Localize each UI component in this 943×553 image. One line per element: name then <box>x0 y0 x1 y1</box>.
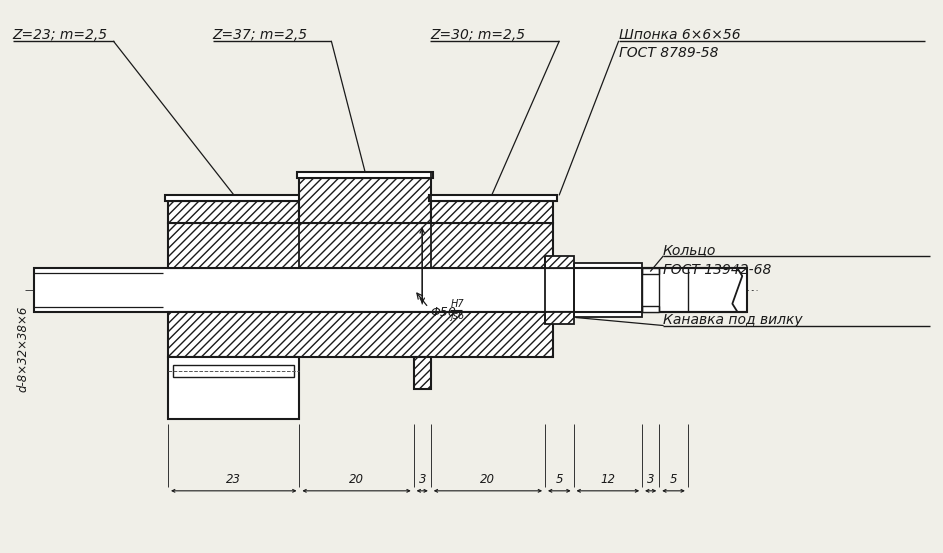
Bar <box>173 365 294 377</box>
Text: 12: 12 <box>601 473 616 486</box>
Text: Z=30; m=2,5: Z=30; m=2,5 <box>430 28 525 43</box>
Polygon shape <box>168 312 553 357</box>
Polygon shape <box>414 357 431 389</box>
Text: Кольцо: Кольцо <box>663 243 717 257</box>
Polygon shape <box>429 195 557 201</box>
Polygon shape <box>545 312 573 324</box>
Bar <box>642 268 659 274</box>
Text: Z=23; m=2,5: Z=23; m=2,5 <box>12 28 108 43</box>
Polygon shape <box>297 172 433 178</box>
Text: ГОСТ 8789-58: ГОСТ 8789-58 <box>619 46 718 60</box>
Text: 3: 3 <box>419 473 426 486</box>
Text: 5: 5 <box>555 473 563 486</box>
Polygon shape <box>431 201 553 222</box>
Text: 20: 20 <box>349 473 364 486</box>
Polygon shape <box>168 222 553 268</box>
Polygon shape <box>165 195 303 201</box>
Text: Φ50: Φ50 <box>431 306 456 319</box>
Polygon shape <box>168 357 300 419</box>
Text: Z=37; m=2,5: Z=37; m=2,5 <box>212 28 307 43</box>
Bar <box>35 268 747 312</box>
Bar <box>573 263 642 317</box>
Text: 23: 23 <box>226 473 241 486</box>
Polygon shape <box>545 256 573 268</box>
Text: Канавка под вилку: Канавка под вилку <box>663 312 802 327</box>
Text: 20: 20 <box>480 473 495 486</box>
Text: 5: 5 <box>670 473 677 486</box>
Bar <box>642 306 659 312</box>
Text: H7: H7 <box>451 299 464 309</box>
Text: js6: js6 <box>451 311 464 321</box>
Text: 3: 3 <box>647 473 654 486</box>
Polygon shape <box>168 201 300 222</box>
Text: ГОСТ 13942-68: ГОСТ 13942-68 <box>663 263 771 277</box>
Text: Шпонка 6×6×56: Шпонка 6×6×56 <box>619 28 740 43</box>
Text: d-8×32×38×6: d-8×32×38×6 <box>16 306 29 393</box>
Polygon shape <box>300 178 431 222</box>
